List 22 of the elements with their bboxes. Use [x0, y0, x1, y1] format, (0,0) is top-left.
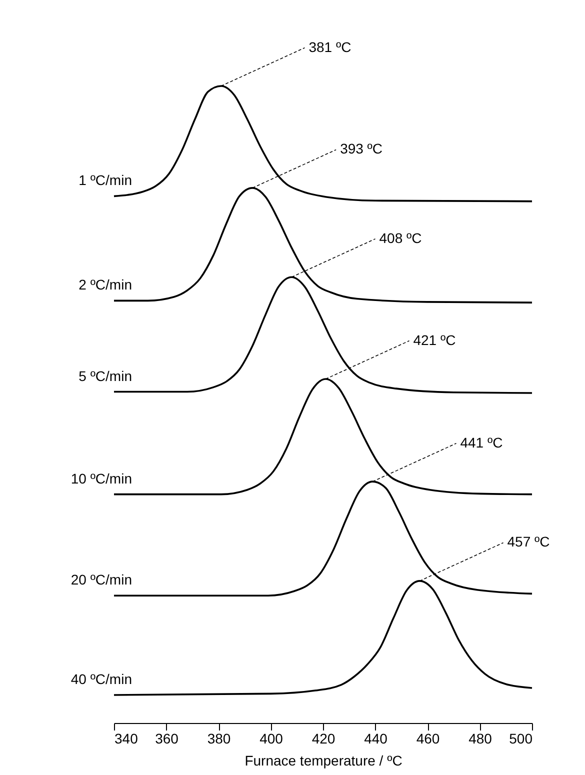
annotation: 408 ºC	[379, 230, 422, 246]
x-tick-label: 460	[416, 730, 440, 746]
x-tick-label: 400	[260, 730, 284, 746]
series-label: 20 ºC/min	[70, 572, 132, 588]
x-tick-label: 380	[207, 730, 231, 746]
x-tick-label: 360	[155, 730, 179, 746]
series-label: 40 ºC/min	[70, 670, 132, 687]
series-label: 1 ºC/min	[78, 172, 132, 188]
x-tick-label: 440	[364, 730, 388, 746]
x-axis-title: Furnace temperature / ºC	[244, 752, 402, 768]
annotation: 393 ºC	[340, 140, 383, 157]
series-label: 5 ºC/min	[78, 368, 132, 384]
x-tick-label: 340	[114, 730, 138, 746]
annotation: 381 ºC	[308, 38, 352, 55]
x-tick-label: 500	[509, 730, 533, 746]
series-label: 10 ºC/min	[70, 470, 132, 486]
x-tick-label: 480	[468, 730, 492, 746]
annotation: 441 ºC	[460, 434, 503, 450]
annotation: 457 ºC	[507, 534, 550, 550]
x-tick-label: 420	[312, 730, 336, 746]
annotation: 421 ºC	[413, 332, 456, 348]
series-label: 2 ºC/min	[78, 276, 132, 293]
